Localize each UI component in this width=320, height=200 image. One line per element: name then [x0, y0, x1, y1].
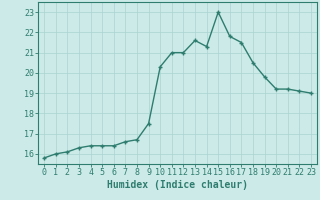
X-axis label: Humidex (Indice chaleur): Humidex (Indice chaleur): [107, 180, 248, 190]
